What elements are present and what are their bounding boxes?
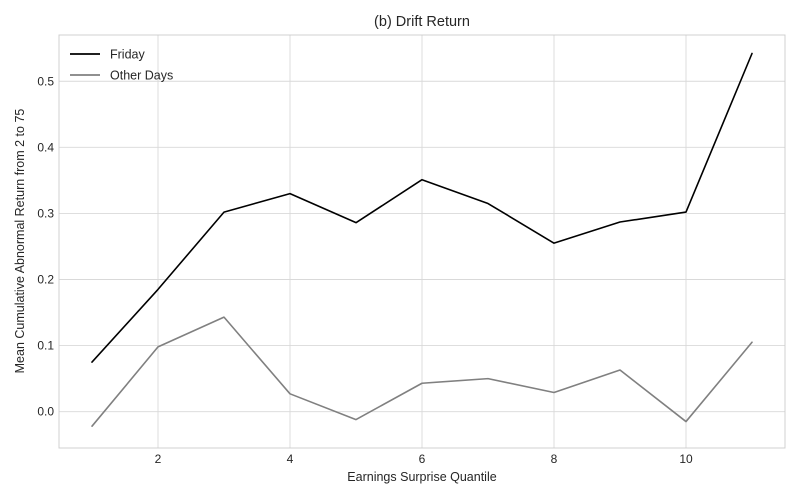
- y-tick-label: 0.2: [37, 272, 54, 286]
- x-tick-label: 2: [155, 452, 162, 466]
- x-tick-label: 10: [679, 452, 693, 466]
- x-tick-label: 6: [419, 452, 426, 466]
- chart-title: (b) Drift Return: [374, 14, 470, 30]
- series-line-friday: [91, 52, 753, 363]
- legend-label: Friday: [110, 48, 145, 62]
- series-line-other-days: [91, 316, 753, 427]
- legend-label: Other Days: [110, 69, 173, 83]
- tick-labels: 2 4 6 8 10 0.0 0.1 0.2 0.3 0.4 0.5: [37, 74, 693, 466]
- y-tick-label: 0.0: [37, 405, 54, 419]
- grid-layer: [59, 35, 785, 448]
- y-tick-label: 0.3: [37, 206, 54, 220]
- y-tick-label: 0.4: [37, 140, 54, 154]
- x-tick-label: 8: [551, 452, 558, 466]
- series-lines: [91, 52, 753, 427]
- x-axis-title: Earnings Surprise Quantile: [347, 470, 496, 484]
- legend: Friday Other Days: [70, 48, 173, 83]
- y-axis-title: Mean Cumulative Abnormal Return from 2 t…: [13, 109, 27, 374]
- plot-frame: [58, 34, 786, 449]
- x-tick-label: 4: [287, 452, 294, 466]
- y-tick-label: 0.5: [37, 74, 54, 88]
- y-tick-label: 0.1: [37, 339, 54, 353]
